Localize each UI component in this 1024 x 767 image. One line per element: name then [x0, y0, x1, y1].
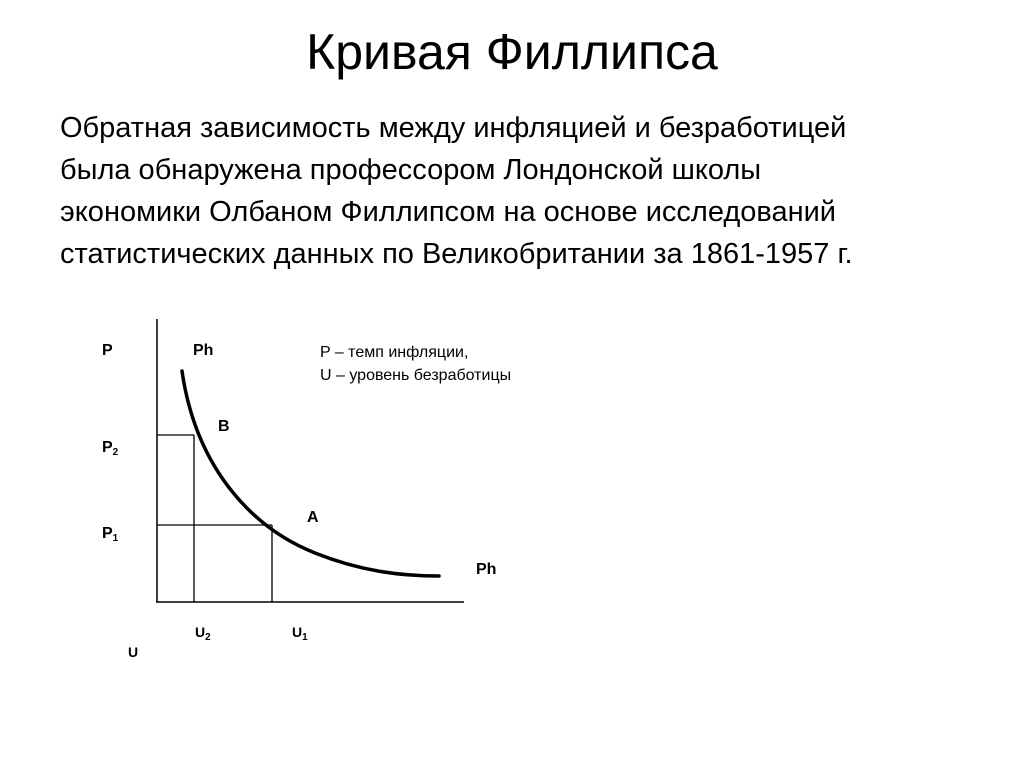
- p2-label: P2: [102, 439, 119, 458]
- y-axis-label: P: [102, 342, 113, 359]
- phillips-curve: [180, 369, 441, 578]
- curve-label-top: Ph: [193, 342, 214, 359]
- intro-line: Обратная зависимость между инфляцией и б…: [60, 112, 847, 144]
- point-b-label: B: [218, 418, 230, 435]
- u1-label: U1: [292, 624, 308, 643]
- legend-item: P – темп инфляции,: [320, 344, 469, 361]
- point-a-label: A: [307, 509, 319, 526]
- page-title: Кривая Филлипса: [306, 24, 718, 80]
- x-axis-label: U: [128, 644, 139, 660]
- intro-line: экономики Олбаном Филлипсом на основе ис…: [60, 196, 836, 228]
- p1-label: P1: [102, 525, 119, 544]
- legend: P – темп инфляции, U – уровень безработи…: [320, 341, 511, 387]
- legend-item: U – уровень безработицы: [320, 367, 512, 384]
- u2-label: U2: [195, 624, 211, 643]
- intro-text: Обратная зависимость между инфляцией и б…: [60, 107, 1010, 275]
- intro-line: была обнаружена профессором Лондонской ш…: [60, 154, 762, 186]
- intro-line: статистических данных по Великобритании …: [60, 238, 853, 270]
- curve-label-bottom: Ph: [476, 561, 497, 578]
